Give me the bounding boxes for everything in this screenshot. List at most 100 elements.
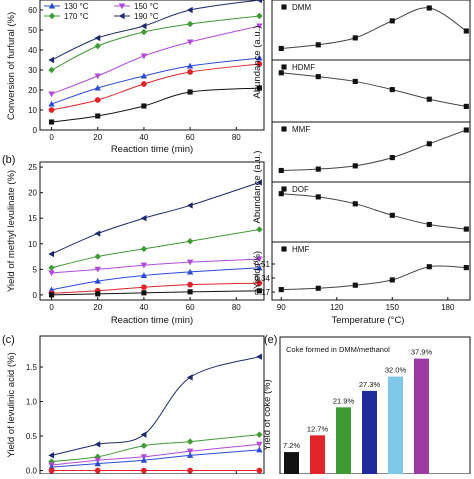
coke-bar-label: 21.9% [333, 396, 355, 405]
a-point [94, 73, 101, 80]
panel-a-ylabel: Conversion of furfural (%) [6, 12, 17, 120]
subpanel-point [352, 163, 358, 169]
c-point [186, 438, 194, 445]
subpanel-point [389, 212, 395, 218]
a-point [186, 39, 194, 46]
a-point [187, 89, 193, 95]
b-point [187, 281, 193, 288]
panel-d-xtick-label: 150 [386, 303, 400, 312]
coke-bar [414, 358, 429, 474]
coke-bar-label: 12.7% [307, 424, 329, 433]
a-ytick-label: 20 [28, 86, 37, 95]
c-point [256, 446, 263, 453]
b-ytick-label: 20 [28, 189, 37, 198]
panel-c-frame [39, 335, 265, 475]
b-point [48, 264, 55, 271]
b-series-line-0 [51, 181, 260, 255]
c-point [186, 448, 194, 455]
a-point [94, 34, 101, 42]
panel-e-title: Coke formed in DMM/methanol [286, 345, 390, 354]
a-point [141, 81, 147, 87]
b-point [141, 284, 147, 291]
subpanel-label: DOF [292, 185, 309, 194]
subpanel-label: HDMF [292, 63, 315, 72]
legend-marker [118, 3, 126, 10]
b-ytick-label: 25 [28, 163, 37, 172]
a-point [48, 66, 55, 74]
b-point [95, 291, 101, 297]
a-ytick-label: 60 [28, 6, 37, 15]
subpanel-point [426, 96, 432, 102]
b-ytick-label: 10 [28, 240, 37, 249]
b-point [94, 266, 101, 273]
panel-d-subpanels: DMM HDMF MMF DOF HMF 0.17 0.34 0.51 [254, 0, 471, 301]
legend-label: 190 °C [134, 12, 159, 21]
subpanel-point [315, 285, 321, 291]
b-xtick-label: 40 [139, 303, 148, 312]
panel-d-xticks: 90 120 150 180 [277, 297, 455, 312]
a-point [48, 56, 55, 64]
subpanel-curve [281, 7, 467, 49]
c-point [256, 467, 263, 474]
a-point [186, 62, 194, 69]
a-point [48, 107, 55, 113]
panel-d-ylabel-mid: Abundance (a.u.) [252, 151, 263, 224]
a-ytick-label: 10 [28, 106, 37, 115]
a-point [256, 61, 263, 67]
subpanel-frame [271, 241, 471, 301]
subpanel-legend-marker [281, 64, 287, 70]
a-point [94, 42, 101, 50]
panel-b: (b) 0 20 40 60 80 0 5 10 15 20 25 Reaction time (m… [2, 154, 265, 326]
subpanel-curve [281, 72, 467, 107]
a-point [140, 28, 148, 36]
subpanel-point [426, 141, 432, 147]
coke-bar [388, 376, 403, 474]
b-point [256, 179, 262, 186]
subpanel-point [352, 35, 358, 41]
subpanel-point [389, 155, 395, 161]
b-point [256, 264, 263, 271]
a-point [186, 6, 193, 14]
subpanel-point [315, 166, 321, 172]
c-ytick-label: 0.0 [26, 467, 38, 474]
panel-a: 0 20 40 60 80 0 10 20 30 40 50 60 130 °C 150 °C 170 °… [6, 0, 265, 155]
legend-marker [48, 12, 56, 20]
panel-d: DMM HDMF MMF DOF HMF 0.17 0.34 0.51 90 120 150 180… [252, 0, 471, 326]
panel-c: (c) 0.0 0.5 1.0 1.5 Yield of levulinic acid… [2, 334, 265, 476]
c-point [186, 374, 193, 381]
subpanel-point [426, 264, 432, 270]
b-xtick-label: 0 [49, 303, 54, 312]
b-xtick-label: 60 [186, 303, 195, 312]
subpanel-hmf: HMF 0.17 0.34 0.51 [254, 241, 471, 301]
a-series-line-1 [51, 25, 260, 95]
a-point [141, 103, 147, 109]
subpanel-legend-marker [281, 4, 287, 10]
a-point [94, 97, 101, 103]
b-point [140, 262, 148, 269]
b-point [256, 288, 262, 294]
b-point [94, 253, 101, 260]
subpanel-point [463, 127, 469, 133]
a-ytick-label: 30 [28, 66, 37, 75]
subpanel-dof: DOF [271, 181, 471, 243]
c-point [94, 441, 101, 448]
panel-a-ticks: 0 20 40 60 80 0 10 20 30 40 50 60 [28, 6, 241, 142]
c-point [186, 452, 194, 458]
panel-c-ylabel: Yield of levulinic acid (%) [6, 352, 17, 457]
c-point [140, 442, 148, 449]
panel-e: (e) Coke formed in DMM/methanol Yield of… [262, 334, 471, 475]
panel-b-xlabel: Reaction time (min) [111, 315, 193, 326]
subpanel-dmm: DMM [271, 0, 471, 61]
panel-a-series [48, 0, 263, 125]
subpanel-point [463, 103, 469, 109]
b-point [186, 238, 194, 245]
coke-bar [310, 435, 325, 474]
panel-b-series [48, 179, 263, 298]
b-point [48, 286, 55, 293]
a-point [95, 113, 101, 119]
legend-label: 150 °C [134, 2, 159, 11]
b-point [256, 226, 263, 233]
subpanel-point [315, 74, 321, 80]
legend-marker [118, 12, 125, 20]
